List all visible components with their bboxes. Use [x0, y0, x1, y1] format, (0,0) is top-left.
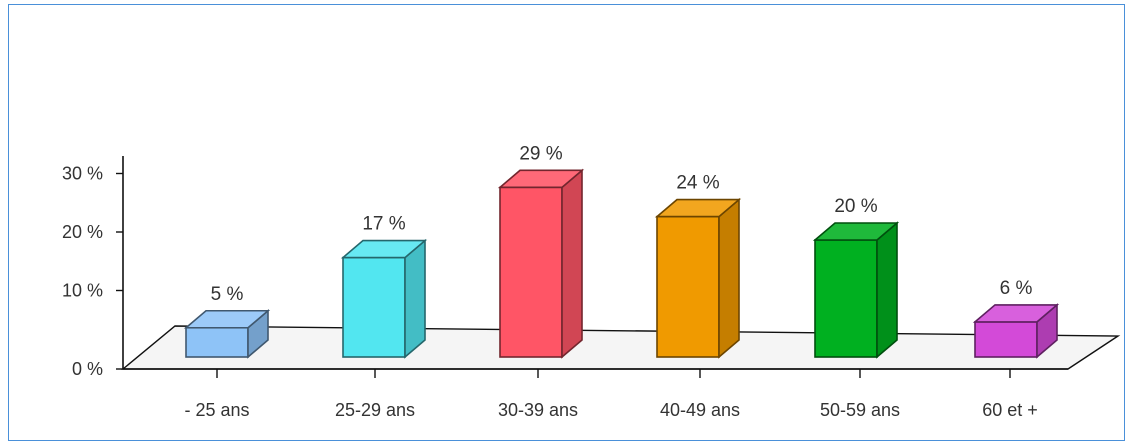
- x-category-label: - 25 ans: [184, 400, 249, 420]
- bar: [500, 170, 582, 357]
- bar-front: [815, 240, 877, 357]
- bar-side: [719, 200, 739, 357]
- y-tick-label: 10 %: [62, 281, 103, 301]
- x-category-label: 25-29 ans: [335, 400, 415, 420]
- bar-side: [877, 223, 897, 357]
- bar-front: [186, 328, 248, 357]
- bar-front: [975, 322, 1037, 357]
- x-category-label: 30-39 ans: [498, 400, 578, 420]
- bar: [343, 241, 425, 357]
- bar-value-label: 29 %: [519, 143, 562, 164]
- bar-side: [405, 241, 425, 357]
- y-tick-label: 30 %: [62, 164, 103, 184]
- x-category-label: 50-59 ans: [820, 400, 900, 420]
- bar: [815, 223, 897, 357]
- y-tick-label: 20 %: [62, 222, 103, 242]
- chart-floor: [123, 326, 1118, 369]
- bar-value-label: 24 %: [676, 173, 719, 194]
- bar: [975, 305, 1057, 357]
- bar: [186, 311, 268, 357]
- bar-side: [562, 170, 582, 357]
- bar-front: [343, 258, 405, 357]
- x-category-label: 60 et +: [982, 400, 1038, 420]
- bar-value-label: 6 %: [1000, 278, 1033, 299]
- bar-front: [500, 187, 562, 357]
- bar-value-label: 5 %: [211, 284, 244, 305]
- y-tick-label: 0 %: [72, 359, 103, 379]
- bar-front: [657, 217, 719, 357]
- bar: [657, 200, 739, 357]
- bar-value-label: 17 %: [362, 214, 405, 235]
- x-category-label: 40-49 ans: [660, 400, 740, 420]
- bar-value-label: 20 %: [834, 196, 877, 217]
